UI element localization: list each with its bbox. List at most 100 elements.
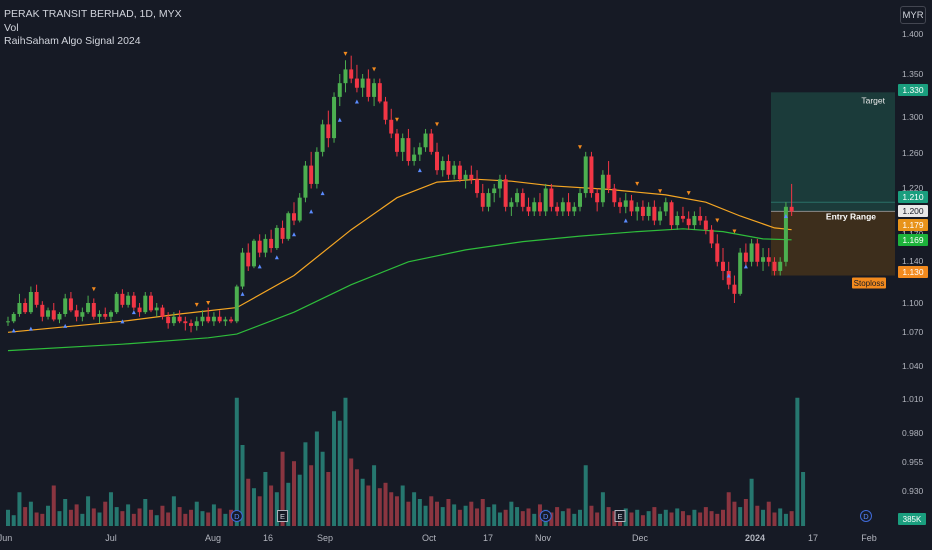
volume-bar xyxy=(11,515,16,526)
candle-body xyxy=(286,213,291,239)
candle-body xyxy=(721,261,725,271)
volume-bar xyxy=(46,505,51,526)
volume-bar xyxy=(406,501,411,526)
candle-body xyxy=(761,257,766,262)
volume-bar xyxy=(566,508,571,526)
y-tick-label: 0.980 xyxy=(902,428,924,438)
volume-bar xyxy=(51,485,56,526)
volume-bar xyxy=(652,507,657,526)
y-tick-label: 1.350 xyxy=(902,69,924,79)
volume-bar xyxy=(457,509,462,526)
volume-bar xyxy=(217,508,222,526)
volume-bar xyxy=(675,508,680,526)
volume-bar xyxy=(372,465,377,526)
volume-bar xyxy=(280,451,285,526)
candle-body xyxy=(28,292,33,313)
candle-body xyxy=(337,83,342,97)
volume-bar xyxy=(80,513,85,526)
candle-body xyxy=(200,316,205,322)
volume-bar xyxy=(183,513,188,526)
candle-body xyxy=(652,206,657,221)
volume-tag xyxy=(898,513,926,525)
volume-bar xyxy=(480,499,485,526)
volume-bar xyxy=(612,511,617,526)
volume-bar xyxy=(440,507,445,526)
dividend-marker xyxy=(539,510,552,522)
buy-signal-marker xyxy=(120,319,125,324)
volume-bar xyxy=(475,508,480,526)
volume-bar xyxy=(143,499,148,526)
candle-body xyxy=(606,174,611,189)
candle-body xyxy=(612,188,617,203)
volume-bar xyxy=(23,507,28,526)
volume-bar xyxy=(646,511,651,526)
price-tag-label: 1.330 xyxy=(902,85,924,95)
volume-indicator-label[interactable]: Vol xyxy=(4,21,19,34)
candle-body xyxy=(560,202,565,212)
volume-bar xyxy=(314,431,319,526)
candle-body xyxy=(686,218,691,226)
volume-bar xyxy=(549,512,554,526)
candle-body xyxy=(309,165,314,184)
candle-body xyxy=(423,133,428,148)
candle-body xyxy=(223,319,228,322)
x-tick-label: Aug xyxy=(205,533,221,543)
x-tick-label: Oct xyxy=(422,533,437,543)
volume-bar xyxy=(698,512,703,526)
buy-signal-marker xyxy=(309,209,314,214)
y-tick-label: 0.955 xyxy=(902,457,924,467)
candle-body xyxy=(97,313,102,317)
dividend-marker xyxy=(230,510,243,522)
candle-body xyxy=(6,321,10,323)
dividend-marker xyxy=(860,510,872,522)
volume-bar xyxy=(286,482,291,526)
x-tick-label: Jul xyxy=(105,533,117,543)
buy-signal-marker xyxy=(11,328,16,333)
volume-bar xyxy=(189,509,194,526)
volume-bar xyxy=(446,499,451,526)
candle-body xyxy=(526,206,531,212)
candle-body xyxy=(412,154,417,162)
volume-bar xyxy=(503,509,508,526)
volume-bar xyxy=(761,509,766,526)
candle-body xyxy=(240,252,245,287)
candle-body xyxy=(280,227,285,239)
candle-body xyxy=(137,307,142,313)
volume-bar xyxy=(738,507,743,526)
volume-bar xyxy=(6,509,10,526)
y-tick-label: 1.040 xyxy=(902,361,924,371)
volume-bar xyxy=(400,485,405,526)
algo-indicator-label[interactable]: RaihSaham Algo Signal 2024 xyxy=(4,35,141,47)
volume-bar xyxy=(555,507,560,526)
candle-body xyxy=(292,213,296,221)
candle-body xyxy=(629,200,634,212)
stoploss-label-bg xyxy=(852,277,886,289)
sell-signal-marker xyxy=(343,51,348,56)
volume-bar xyxy=(171,496,176,526)
volume-bar xyxy=(772,512,777,526)
volume-bar xyxy=(715,513,720,526)
currency-button[interactable]: MYR xyxy=(900,6,926,24)
sell-signal-marker xyxy=(635,181,640,186)
volume-bar xyxy=(137,508,142,526)
buy-signal-marker xyxy=(63,323,68,328)
volume-bar xyxy=(497,512,502,526)
candle-body xyxy=(698,215,703,221)
candle-body xyxy=(91,303,96,317)
event-marker-label: E xyxy=(280,512,285,521)
buy-signal-marker xyxy=(783,213,788,218)
volume-bar xyxy=(795,397,800,526)
candle-body xyxy=(766,257,771,262)
symbol-title[interactable]: PERAK TRANSIT BERHAD, 1D, MYX xyxy=(4,8,182,20)
volume-bar xyxy=(589,505,594,526)
price-tag-label: 1.200 xyxy=(902,206,924,216)
candle-body xyxy=(171,316,176,324)
candle-body xyxy=(103,313,108,317)
volume-bar xyxy=(292,461,296,526)
candle-body xyxy=(738,252,743,294)
candle-body xyxy=(789,206,794,212)
y-tick-label: 1.010 xyxy=(902,394,924,404)
volume-bar xyxy=(166,512,171,526)
volume-bar xyxy=(326,472,331,526)
